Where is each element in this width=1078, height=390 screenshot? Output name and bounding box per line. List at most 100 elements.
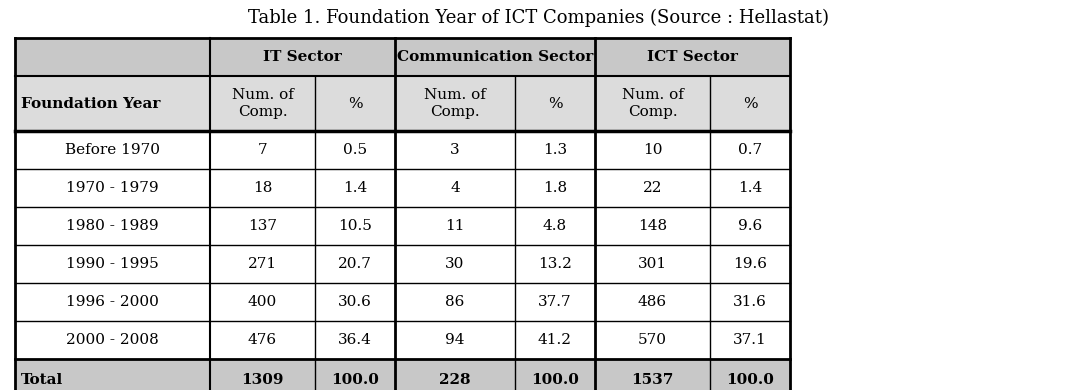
Text: 148: 148: [638, 219, 667, 233]
Text: 30: 30: [445, 257, 465, 271]
Text: 137: 137: [248, 219, 277, 233]
Bar: [15, 283, 210, 321]
Text: 31.6: 31.6: [733, 295, 766, 309]
Bar: [315, 207, 395, 245]
Text: 41.2: 41.2: [538, 333, 572, 347]
Text: 7: 7: [258, 143, 267, 157]
Text: 20.7: 20.7: [338, 257, 372, 271]
Bar: [315, 169, 395, 207]
Text: 1537: 1537: [632, 373, 674, 387]
Bar: [595, 131, 710, 169]
Bar: [595, 245, 710, 283]
Bar: [15, 76, 210, 131]
Bar: [395, 38, 595, 76]
Bar: [315, 321, 395, 359]
Text: 1.8: 1.8: [543, 181, 567, 195]
Bar: [315, 283, 395, 321]
Bar: [15, 207, 210, 245]
Text: 1990 - 1995: 1990 - 1995: [66, 257, 158, 271]
Text: Table 1. Foundation Year of ICT Companies (Source : Hellastat): Table 1. Foundation Year of ICT Companie…: [249, 9, 829, 27]
Bar: [595, 76, 710, 131]
Bar: [515, 245, 595, 283]
Bar: [210, 131, 315, 169]
Bar: [395, 76, 515, 131]
Text: 1980 - 1989: 1980 - 1989: [66, 219, 158, 233]
Text: Num. of
Comp.: Num. of Comp.: [622, 89, 683, 119]
Bar: [515, 207, 595, 245]
Bar: [710, 131, 790, 169]
Text: 1970 - 1979: 1970 - 1979: [66, 181, 158, 195]
Bar: [515, 283, 595, 321]
Text: 0.7: 0.7: [738, 143, 762, 157]
Text: 100.0: 100.0: [531, 373, 579, 387]
Bar: [595, 359, 710, 390]
Bar: [315, 359, 395, 390]
Bar: [595, 207, 710, 245]
Text: %: %: [348, 96, 362, 110]
Bar: [395, 131, 515, 169]
Text: 3: 3: [451, 143, 460, 157]
Text: 1.4: 1.4: [737, 181, 762, 195]
Text: 1.4: 1.4: [343, 181, 368, 195]
Text: 10.5: 10.5: [338, 219, 372, 233]
Text: 22: 22: [642, 181, 662, 195]
Text: 400: 400: [248, 295, 277, 309]
Text: IT Sector: IT Sector: [263, 50, 342, 64]
Text: ICT Sector: ICT Sector: [647, 50, 738, 64]
Text: 2000 - 2008: 2000 - 2008: [66, 333, 158, 347]
Bar: [515, 359, 595, 390]
Text: 271: 271: [248, 257, 277, 271]
Bar: [710, 76, 790, 131]
Text: Foundation Year: Foundation Year: [20, 96, 161, 110]
Bar: [210, 76, 315, 131]
Bar: [210, 207, 315, 245]
Bar: [15, 321, 210, 359]
Text: 86: 86: [445, 295, 465, 309]
Text: %: %: [548, 96, 563, 110]
Bar: [595, 38, 790, 76]
Bar: [515, 76, 595, 131]
Bar: [315, 76, 395, 131]
Bar: [710, 283, 790, 321]
Text: 476: 476: [248, 333, 277, 347]
Bar: [395, 283, 515, 321]
Text: 30.6: 30.6: [338, 295, 372, 309]
Bar: [710, 207, 790, 245]
Text: %: %: [743, 96, 758, 110]
Text: 570: 570: [638, 333, 667, 347]
Bar: [210, 245, 315, 283]
Text: 228: 228: [439, 373, 471, 387]
Bar: [395, 245, 515, 283]
Bar: [710, 169, 790, 207]
Text: 301: 301: [638, 257, 667, 271]
Text: 18: 18: [253, 181, 272, 195]
Bar: [515, 169, 595, 207]
Bar: [15, 245, 210, 283]
Text: 4: 4: [451, 181, 460, 195]
Bar: [15, 359, 210, 390]
Bar: [210, 169, 315, 207]
Text: 19.6: 19.6: [733, 257, 768, 271]
Bar: [395, 169, 515, 207]
Bar: [595, 169, 710, 207]
Bar: [395, 321, 515, 359]
Bar: [595, 321, 710, 359]
Bar: [210, 283, 315, 321]
Bar: [515, 321, 595, 359]
Text: 1996 - 2000: 1996 - 2000: [66, 295, 158, 309]
Bar: [515, 131, 595, 169]
Bar: [210, 359, 315, 390]
Text: Communication Sector: Communication Sector: [397, 50, 593, 64]
Text: 100.0: 100.0: [727, 373, 774, 387]
Text: 1309: 1309: [241, 373, 284, 387]
Bar: [315, 245, 395, 283]
Bar: [15, 169, 210, 207]
Bar: [210, 321, 315, 359]
Text: Before 1970: Before 1970: [65, 143, 160, 157]
Text: 37.7: 37.7: [538, 295, 571, 309]
Text: 4.8: 4.8: [543, 219, 567, 233]
Text: Total: Total: [20, 373, 64, 387]
Text: Num. of
Comp.: Num. of Comp.: [232, 89, 293, 119]
Bar: [710, 359, 790, 390]
Bar: [15, 131, 210, 169]
